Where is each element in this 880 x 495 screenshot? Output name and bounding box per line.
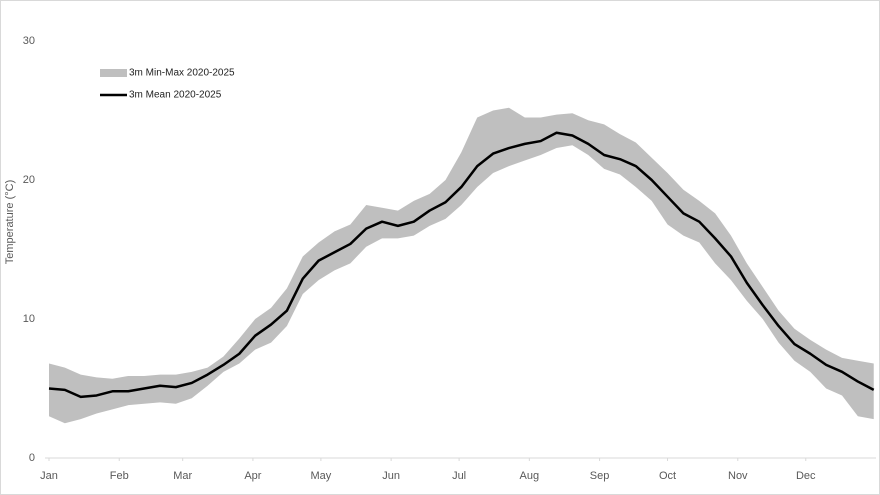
y-tick-label: 0 xyxy=(29,452,35,464)
x-tick-label: Jan xyxy=(40,470,58,482)
x-tick-label: Aug xyxy=(520,470,540,482)
x-tick-label: Sep xyxy=(590,470,610,482)
legend-label: 3m Min-Max 2020-2025 xyxy=(129,68,235,79)
x-tick-label: Nov xyxy=(728,470,748,482)
y-tick-label: 30 xyxy=(23,35,35,47)
x-tick-label: Oct xyxy=(659,470,676,482)
x-tick-label: Apr xyxy=(244,470,261,482)
x-tick-label: Jul xyxy=(452,470,466,482)
y-tick-label: 10 xyxy=(23,313,35,325)
x-tick-label: Dec xyxy=(796,470,816,482)
min-max-band xyxy=(49,107,874,424)
legend-label: 3m Mean 2020-2025 xyxy=(129,90,222,101)
y-tick-label: 20 xyxy=(23,174,35,186)
x-tick-label: Feb xyxy=(110,470,129,482)
x-tick-label: May xyxy=(310,470,331,482)
x-tick-label: Mar xyxy=(173,470,192,482)
x-tick-label: Jun xyxy=(382,470,400,482)
legend-swatch xyxy=(100,69,127,77)
y-axis-label: Temperature (°C) xyxy=(4,180,16,264)
mean-line xyxy=(48,131,875,399)
